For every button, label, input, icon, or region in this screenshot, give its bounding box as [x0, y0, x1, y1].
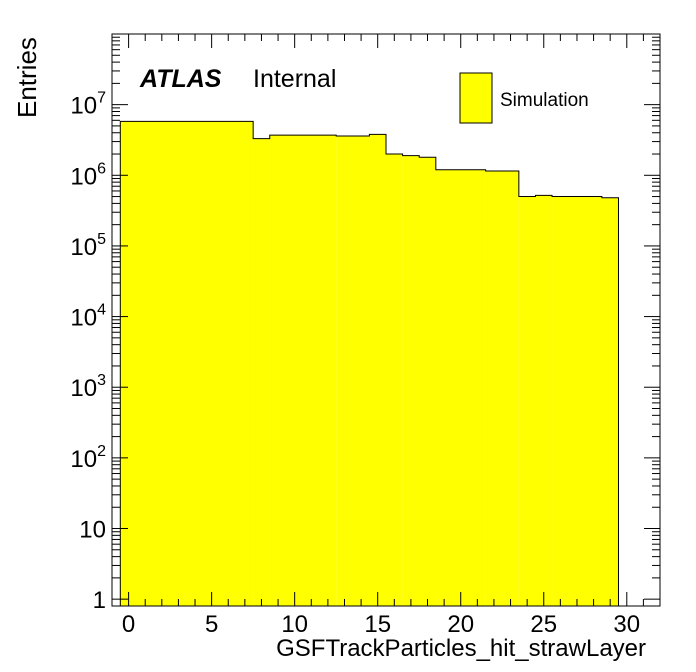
legend: Simulation — [459, 72, 589, 124]
y-tick-label: 107 — [70, 90, 106, 120]
y-tick-label: 1 — [93, 587, 106, 614]
histogram-bin — [386, 154, 403, 606]
y-tick-label: 104 — [70, 302, 106, 332]
x-tick-label: 10 — [281, 611, 308, 638]
histogram-bin — [369, 134, 386, 607]
atlas-label: ATLAS — [139, 65, 222, 93]
y-tick-label: 10 — [79, 517, 106, 544]
x-tick-labels: 0 5 10 15 20 25 30 — [122, 611, 640, 638]
x-tick-label: 30 — [613, 611, 640, 638]
x-axis-label: GSFTrackParticles_hit_strawLayer — [276, 635, 646, 662]
histogram-bin — [601, 197, 619, 606]
histogram-bin — [435, 169, 486, 606]
y-tick-label: 106 — [70, 160, 106, 190]
histogram-outline — [119, 120, 619, 606]
legend-swatch — [459, 72, 493, 124]
y-tick-label: 102 — [70, 443, 106, 473]
x-tick-label: 0 — [122, 611, 135, 638]
y-tick-label: 103 — [70, 372, 106, 402]
histogram-bin — [269, 135, 337, 606]
histogram-bars — [119, 120, 619, 607]
histogram-bin — [518, 196, 536, 606]
histogram-bin — [336, 135, 370, 607]
histogram-bin — [402, 155, 420, 606]
x-tick-label: 15 — [364, 611, 391, 638]
x-tick-label: 20 — [447, 611, 474, 638]
legend-label: Simulation — [500, 90, 589, 111]
histogram-bin — [485, 171, 519, 606]
internal-label: Internal — [253, 65, 336, 93]
y-tick-labels: 1 10 102 103 104 105 106 107 — [70, 90, 106, 615]
y-axis-label: Entries — [12, 37, 42, 118]
histogram-bin — [535, 195, 553, 606]
axis-ticks — [111, 33, 661, 606]
histogram-bin — [552, 196, 602, 606]
histogram-bin — [120, 121, 254, 606]
x-tick-label: 5 — [205, 611, 218, 638]
histogram-bin — [253, 138, 270, 606]
x-tick-label: 25 — [530, 611, 557, 638]
y-tick-label: 105 — [70, 231, 106, 261]
histogram-bin — [419, 157, 436, 606]
